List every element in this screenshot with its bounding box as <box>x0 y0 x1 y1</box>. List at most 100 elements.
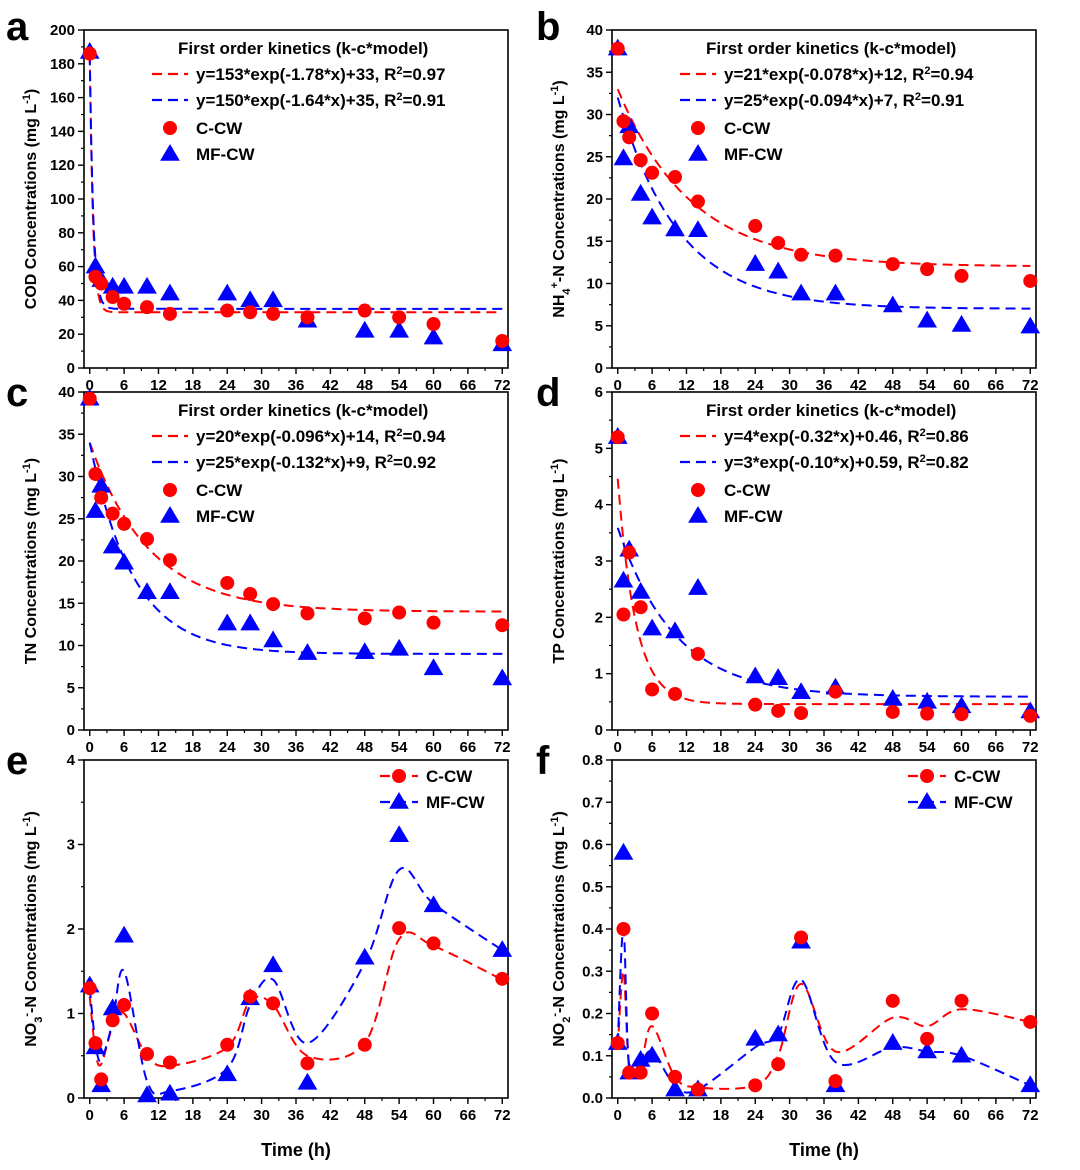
y-tick-label: 5 <box>595 318 603 335</box>
data-point-mf-cw <box>114 552 134 570</box>
data-point-mf-cw <box>1020 316 1041 334</box>
x-tick-label: 30 <box>253 377 270 394</box>
x-tick-label: 18 <box>713 1107 730 1124</box>
data-point-c-cw <box>105 290 120 305</box>
y-tick-label: 35 <box>586 64 603 81</box>
x-tick-label: 6 <box>648 739 656 756</box>
panel-letter: c <box>6 371 28 415</box>
fit-curve-mf-cw <box>616 527 1031 698</box>
y-tick-label: 40 <box>586 22 603 39</box>
x-tick-label: 18 <box>713 377 730 394</box>
data-point-c-cw <box>748 219 763 234</box>
data-point-mf-cw <box>791 682 811 700</box>
x-tick-label: 54 <box>919 377 936 394</box>
legend-fit-equation-part: =0.97 <box>402 65 445 84</box>
data-point-c-cw <box>622 130 637 145</box>
legend-label: MF-CW <box>724 145 783 164</box>
data-point-mf-cw <box>85 256 106 274</box>
data-point-c-cw <box>645 165 660 180</box>
data-point-c-cw <box>220 575 235 590</box>
panel-letter: f <box>536 739 550 783</box>
data-point-c-cw <box>885 993 900 1008</box>
data-point-mf-cw <box>217 1064 238 1082</box>
data-point-mf-cw <box>137 276 157 294</box>
y-tick-label: 200 <box>50 22 75 39</box>
x-tick-label: 12 <box>678 1107 695 1124</box>
x-tick-label: 60 <box>953 739 970 756</box>
fit-curve-c-cw <box>616 88 1031 267</box>
data-point-c-cw <box>140 300 155 315</box>
panel-a: a 0 6 12 18 24 30 36 42 48 54 60 66 72 0 20 40 60 80 100 120… <box>6 5 513 394</box>
y-tick-label: 0.0 <box>582 1090 603 1107</box>
y-tick-label: 0.3 <box>582 963 603 980</box>
y-tick-label: 25 <box>58 511 75 528</box>
x-tick-label: 54 <box>391 377 408 394</box>
data-point-c-cw <box>668 170 683 185</box>
legend-label: MF-CW <box>196 507 255 526</box>
data-point-c-cw <box>610 430 625 445</box>
data-point-mf-cw <box>688 220 708 238</box>
y-tick-label: 3 <box>595 553 603 570</box>
data-point-c-cw <box>88 466 103 481</box>
data-point-mf-cw <box>882 1033 903 1050</box>
data-point-c-cw <box>633 1065 648 1080</box>
data-point-c-cw <box>140 1047 155 1062</box>
data-point-mf-cw <box>354 947 375 965</box>
x-tick-label: 54 <box>919 739 936 756</box>
data-point-mf-cw <box>217 283 238 301</box>
x-tick-label: 66 <box>460 739 477 756</box>
y-tick-label: 5 <box>595 440 603 457</box>
panel-letter: d <box>536 371 560 415</box>
data-point-mf-cw <box>240 290 261 308</box>
legend-marker-mf-cw <box>160 505 180 523</box>
data-point-c-cw <box>495 971 510 986</box>
y-tick-label: 15 <box>586 233 603 250</box>
data-point-c-cw <box>771 1057 786 1072</box>
data-point-mf-cw <box>114 925 134 943</box>
y-tick-label: 30 <box>586 107 603 124</box>
x-tick-label: 6 <box>120 377 128 394</box>
x-axis-label: Time (h) <box>789 1140 859 1160</box>
legend-fit-equation-part: y=21*exp(-0.078*x)+12, R <box>724 65 924 84</box>
x-tick-label: 42 <box>850 1107 867 1124</box>
data-point-mf-cw <box>137 1085 157 1103</box>
legend-label: MF-CW <box>954 793 1013 812</box>
x-tick-label: 36 <box>816 739 833 756</box>
x-tick-label: 24 <box>219 739 236 756</box>
legend-fit-equation: y=3*exp(-0.10*x)+0.59, R2=0.82 <box>724 453 969 472</box>
y-axis-label-part: ) <box>23 89 40 94</box>
fit-curve-mf-cw <box>616 97 1031 310</box>
y-tick-label: 5 <box>67 680 75 697</box>
data-point-mf-cw <box>642 1045 662 1063</box>
data-point-c-cw <box>1023 708 1038 723</box>
x-tick-label: 36 <box>288 739 305 756</box>
data-point-mf-cw <box>263 290 283 308</box>
data-point-mf-cw <box>745 254 766 271</box>
fit-curve-c-cw <box>616 478 1031 706</box>
y-tick-label: 60 <box>58 259 75 276</box>
data-point-mf-cw <box>160 1083 180 1101</box>
legend-fit-equation-part: 2 <box>387 453 393 465</box>
y-axis-label-part: -1 <box>549 817 561 827</box>
data-point-c-cw <box>300 310 315 325</box>
y-axis-label-part: ) <box>551 80 568 85</box>
y-tick-label: 0.6 <box>582 837 603 854</box>
data-point-c-cw <box>94 490 109 505</box>
panel-b: b0 6 12 18 24 30 36 42 48 54 60 66 72051015202530354… <box>536 5 1041 394</box>
data-point-c-cw <box>616 607 631 622</box>
data-point-mf-cw <box>745 1028 766 1046</box>
legend-marker-mf-cw <box>160 143 180 161</box>
x-tick-label: 0 <box>614 377 622 394</box>
data-point-c-cw <box>266 996 281 1011</box>
legend-label: C-CW <box>196 481 243 500</box>
data-point-c-cw <box>771 235 786 250</box>
y-tick-label: 0.5 <box>582 879 603 896</box>
legend-fit-equation-part: =0.91 <box>921 91 964 110</box>
data-point-c-cw <box>117 998 132 1013</box>
data-point-mf-cw <box>688 578 708 595</box>
legend-fit-equation: y=153*exp(-1.78*x)+33, R2=0.97 <box>196 65 446 84</box>
x-tick-label: 66 <box>460 1107 477 1124</box>
y-tick-label: 1 <box>595 666 603 683</box>
y-axis-label-part: + <box>549 282 561 288</box>
